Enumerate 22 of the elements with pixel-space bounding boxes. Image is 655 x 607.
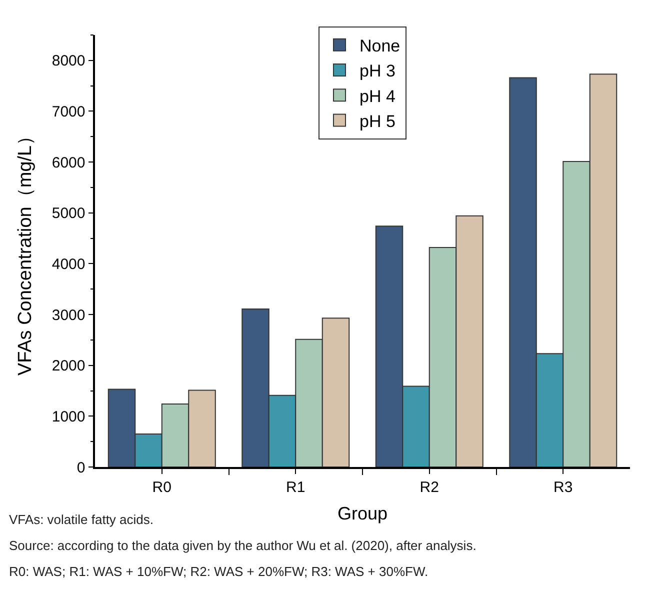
legend-label: pH 3 [360,62,396,81]
text: VFAs: volatile fatty acids. [9,512,154,527]
y-tick-label: 1000 [52,408,86,426]
x-tick-label: R1 [286,478,306,496]
legend-label: pH 4 [360,86,396,106]
y-tick-label: 3000 [52,306,86,324]
y-tick-label: 5000 [52,205,86,222]
source-note: Source: according to the data given by the author Wu et al. (2020), after analysis. [9,538,476,553]
y-tick-label: 2000 [52,358,86,375]
x-tick-label: R0 [152,478,172,496]
y-tick-label: 6000 [52,154,86,172]
y-axis-title: VFAs Concentration（mg/L） [15,126,36,376]
x-tick-label: R3 [554,478,573,496]
y-tick-label: 7000 [52,103,86,120]
y-tick-label: 0 [76,459,86,476]
legend-label: pH 5 [360,112,396,131]
y-tick-label: 8000 [52,52,86,70]
y-tick-label: 4000 [52,256,86,273]
x-tick-label: R2 [420,478,439,496]
text: R0: WAS; R1: WAS + 10%FW; R2: WAS + 20%FW; R3: WAS + 30%FW. [9,564,428,579]
x-axis-title: Group [337,503,388,524]
legend-label: None [360,36,400,56]
